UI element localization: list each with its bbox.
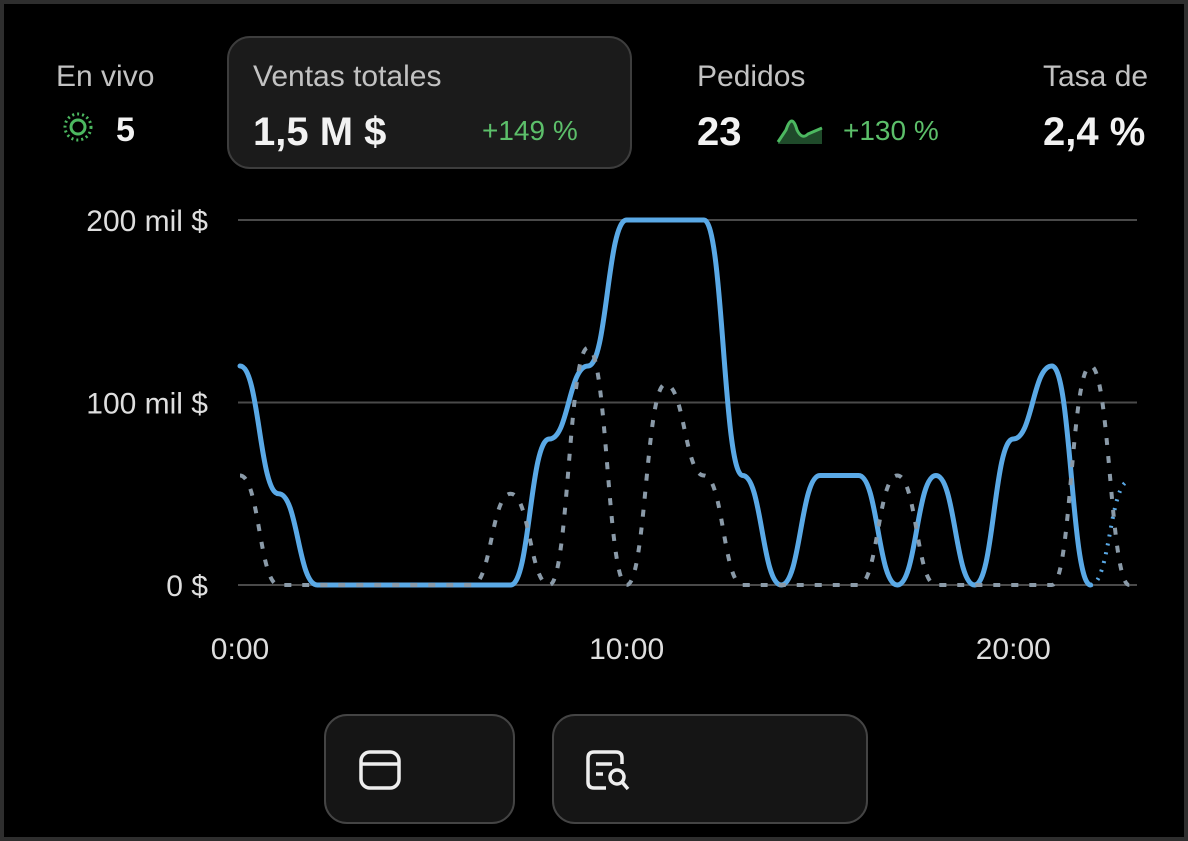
calendar-icon — [359, 750, 401, 790]
metric-value: 5 — [116, 111, 135, 149]
metric-value: 23 — [697, 110, 742, 154]
metric-change: +149 % — [482, 115, 578, 146]
metric-label: En vivo — [56, 60, 154, 93]
y-tick-label: 100 mil $ — [86, 388, 208, 421]
metric-change: +130 % — [843, 115, 939, 146]
sparkline-icon — [778, 121, 822, 144]
button-report[interactable] — [552, 714, 868, 824]
live-icon — [63, 112, 93, 142]
report-icon — [586, 750, 624, 790]
metric-card-selected[interactable] — [227, 36, 632, 169]
y-tick-label: 0 $ — [166, 570, 208, 603]
metric-value: 1,5 M $ — [253, 110, 386, 154]
search-icon — [608, 768, 626, 786]
button-bg[interactable] — [324, 714, 515, 824]
button-today[interactable] — [324, 714, 515, 824]
metric-value: 2,4 % — [1043, 110, 1145, 154]
chart: 0 $ 100 mil $ 200 mil $ 0:00 10:00 20:00 — [86, 205, 1137, 666]
x-tick-label: 0:00 — [211, 633, 269, 666]
metric-label: Pedidos — [697, 60, 805, 93]
metric-label: Tasa de — [1043, 60, 1148, 93]
search-icon-handle — [620, 780, 630, 791]
metric-label: Ventas totales — [253, 60, 441, 93]
x-tick-label: 20:00 — [976, 633, 1051, 666]
live-icon-core — [69, 118, 87, 136]
button-bg[interactable] — [552, 714, 868, 824]
x-tick-label: 10:00 — [589, 633, 664, 666]
sparkline-icon-line — [776, 119, 823, 143]
y-tick-label: 200 mil $ — [86, 205, 208, 238]
